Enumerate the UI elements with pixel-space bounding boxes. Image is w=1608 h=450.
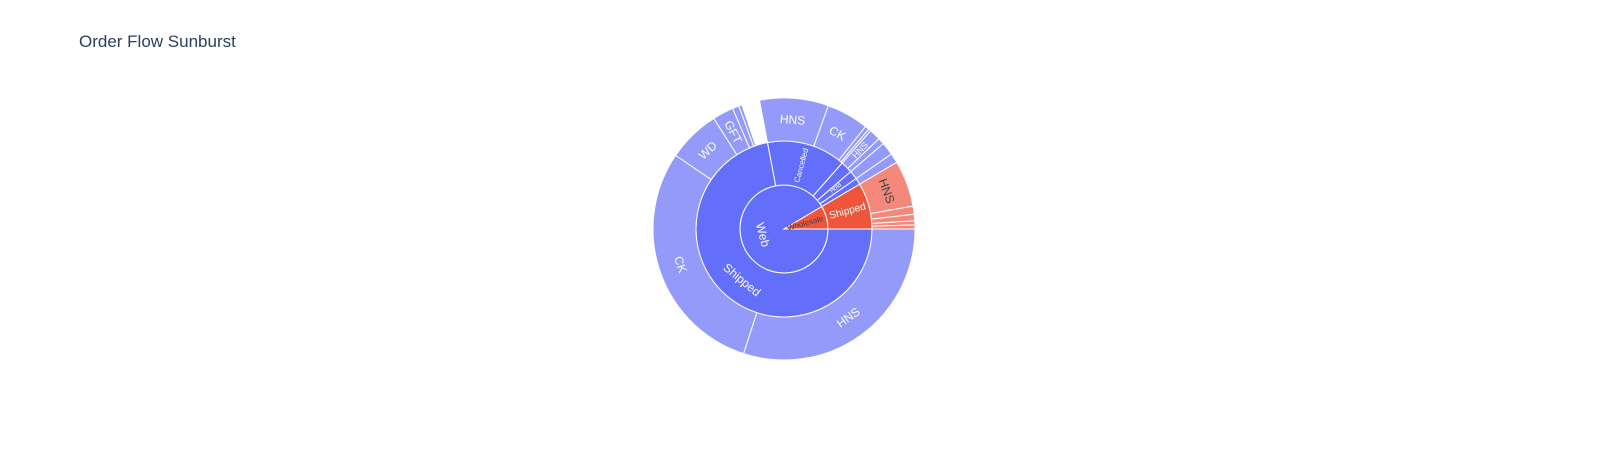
segment-web-shipped-ck[interactable] xyxy=(652,154,758,355)
segment-web-shipped-o2[interactable] xyxy=(738,104,757,148)
chart-title: Order Flow Sunburst xyxy=(79,32,236,51)
segment-layer xyxy=(652,97,916,361)
segment-second-shipped-o4[interactable] xyxy=(871,224,916,230)
